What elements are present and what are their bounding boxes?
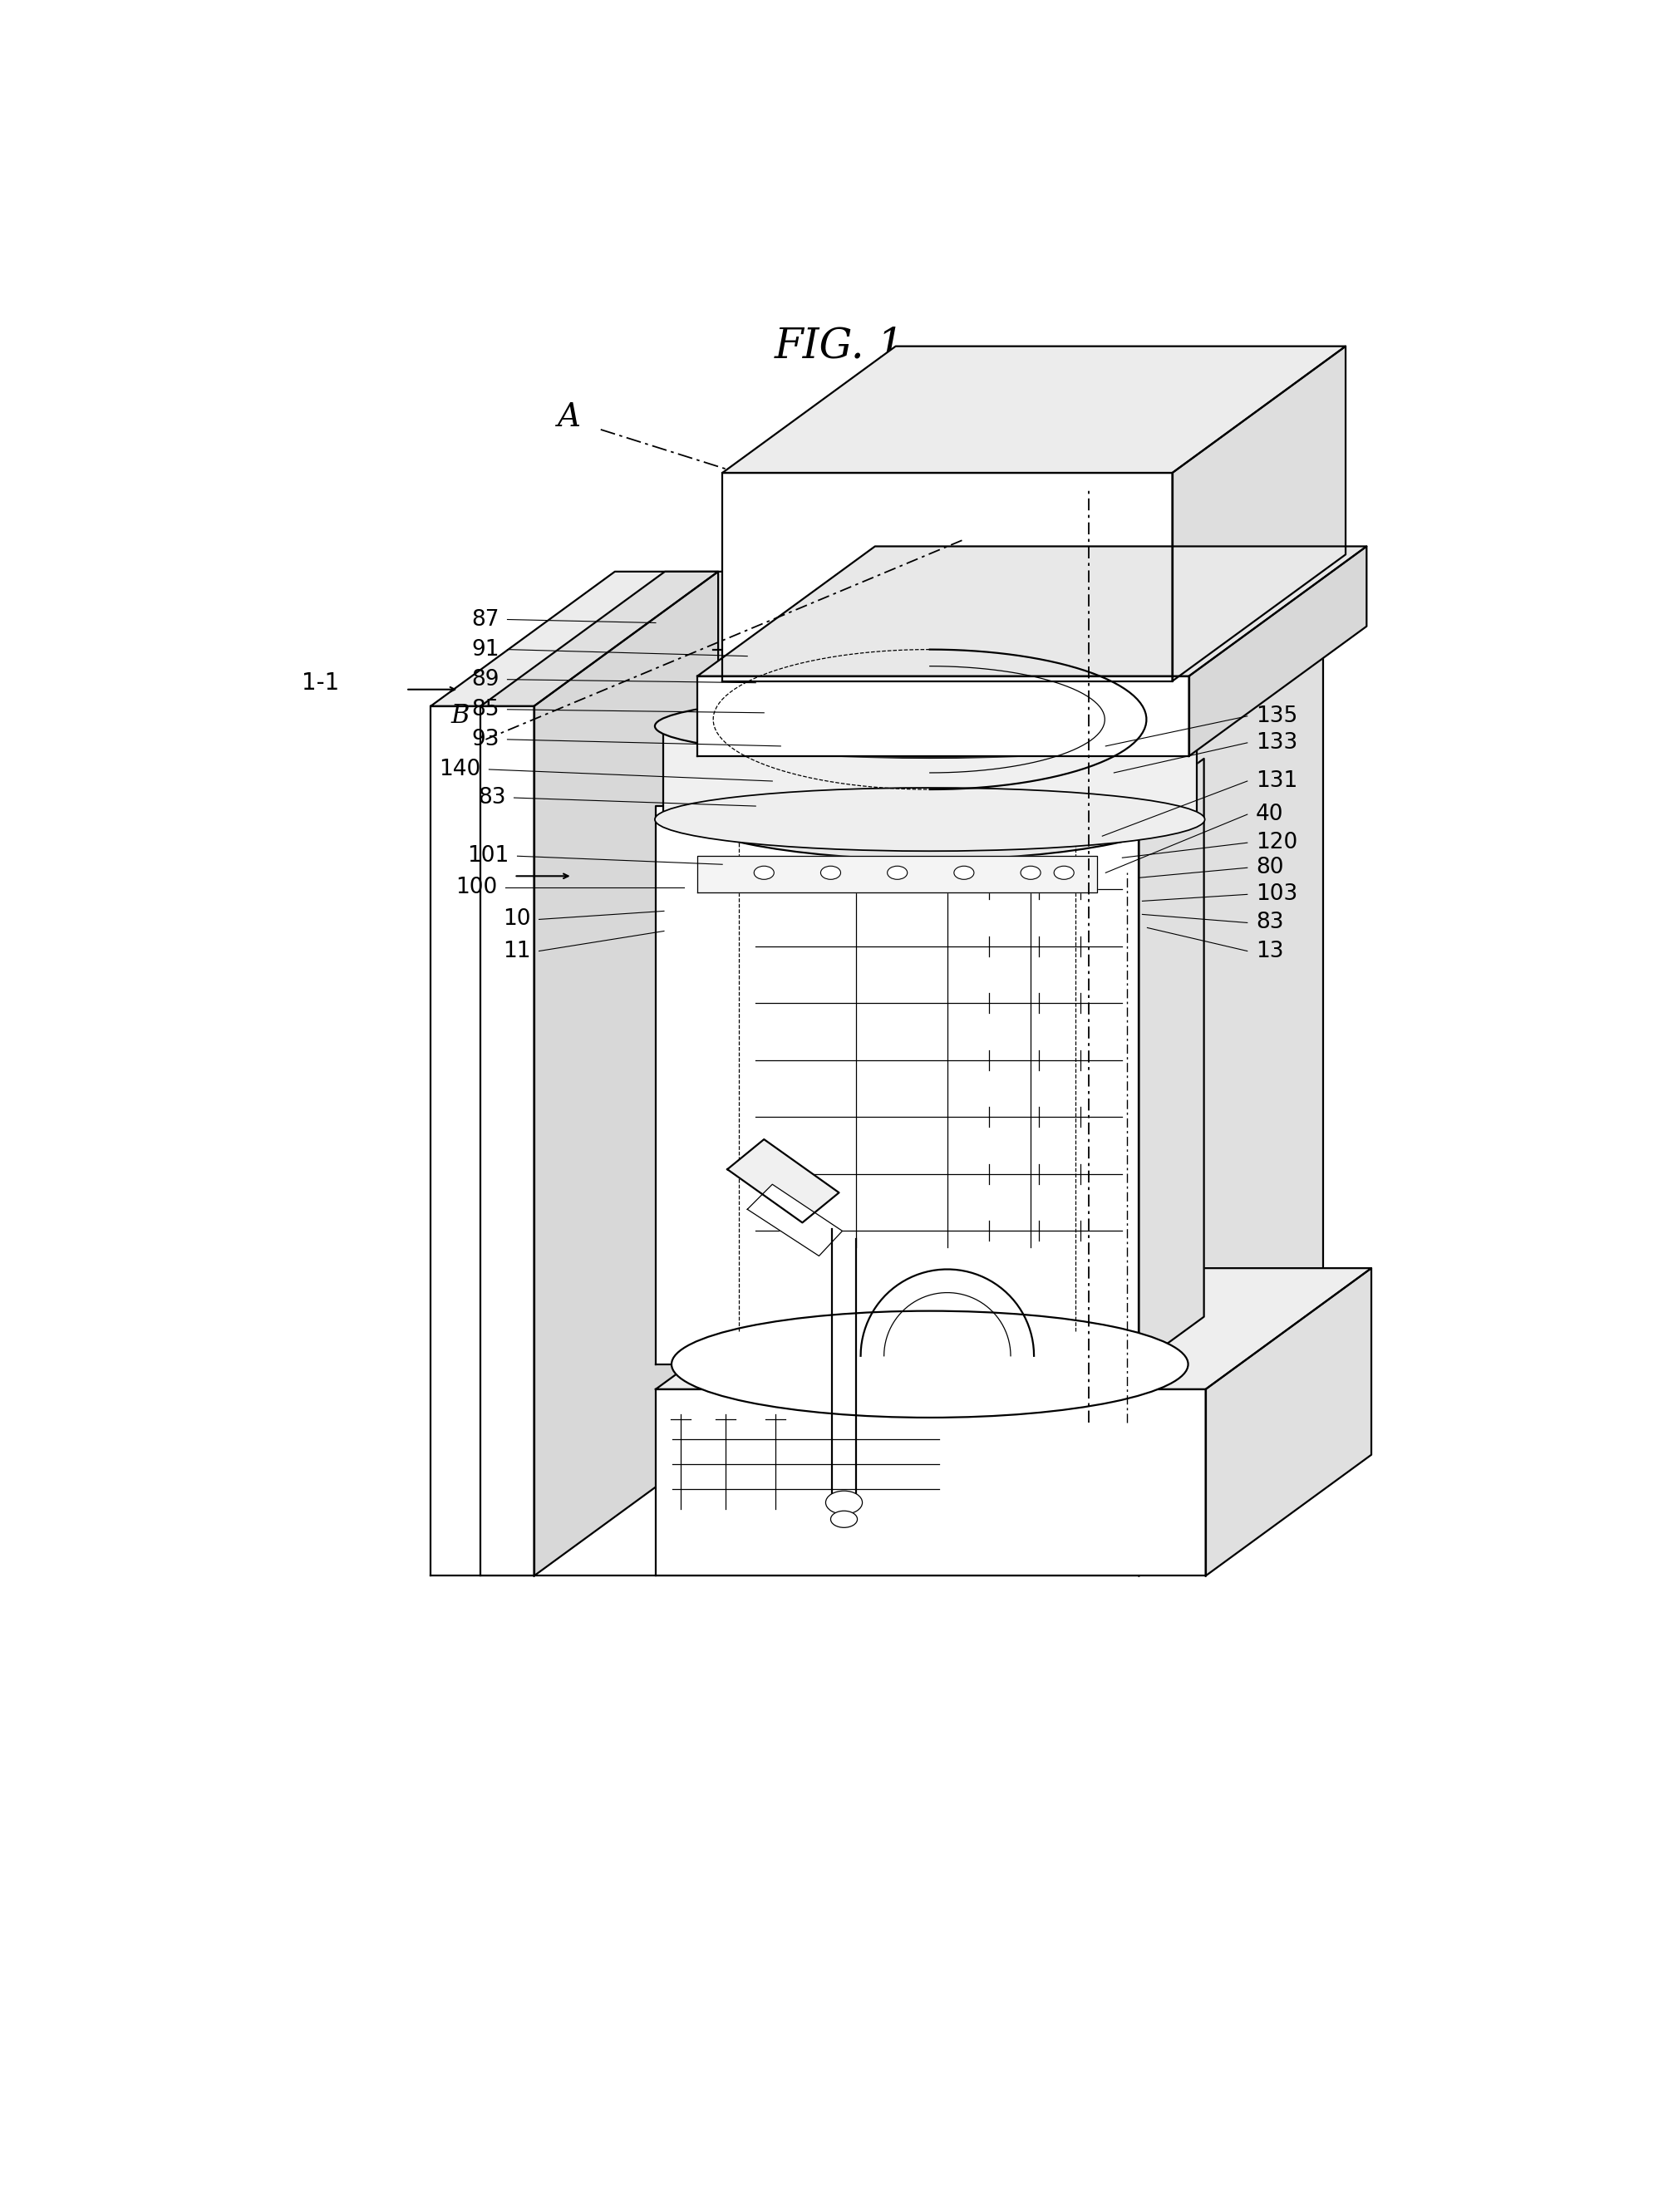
Text: 135: 135 [1255,706,1297,728]
Text: A: A [557,403,581,434]
Ellipse shape [955,867,973,880]
Text: 87: 87 [472,608,498,630]
Ellipse shape [831,1511,857,1528]
Ellipse shape [1020,867,1040,880]
Polygon shape [1173,347,1346,681]
Ellipse shape [654,695,1205,759]
Text: 133: 133 [1255,732,1297,754]
Text: 80: 80 [1255,856,1284,878]
Polygon shape [722,347,1346,473]
Text: 10: 10 [503,909,530,931]
Text: 140: 140 [440,759,480,781]
Polygon shape [698,856,1097,894]
Text: 101: 101 [466,845,508,867]
Ellipse shape [1054,867,1074,880]
Polygon shape [747,1183,842,1256]
Text: 131: 131 [1255,770,1297,792]
Polygon shape [727,1139,839,1223]
Polygon shape [1139,571,1324,1575]
Polygon shape [1190,546,1366,757]
Text: B: B [1024,403,1047,434]
Text: B: B [450,703,470,728]
Text: 1-1: 1-1 [302,670,339,695]
Polygon shape [656,1389,1205,1575]
Polygon shape [656,805,1139,1365]
Text: 83: 83 [1255,911,1284,933]
Polygon shape [1205,1267,1371,1575]
Ellipse shape [888,867,908,880]
Text: 89: 89 [472,668,498,690]
Ellipse shape [671,1312,1188,1418]
Polygon shape [722,473,1173,681]
Text: 100: 100 [456,876,497,898]
Text: 85: 85 [472,699,498,721]
Text: 93: 93 [472,728,498,750]
Polygon shape [480,571,718,706]
Ellipse shape [671,752,1188,860]
Ellipse shape [826,1491,862,1515]
Polygon shape [534,571,718,1575]
Ellipse shape [821,867,841,880]
Polygon shape [698,546,1366,677]
Polygon shape [480,706,534,1575]
Text: A: A [1186,1000,1203,1024]
Polygon shape [698,677,1190,757]
Text: 103: 103 [1255,883,1297,905]
Text: 91: 91 [472,639,498,659]
Polygon shape [1139,759,1203,1365]
Ellipse shape [753,867,774,880]
Ellipse shape [654,787,1205,852]
Text: 40: 40 [1255,803,1284,825]
Text: 11: 11 [503,940,530,962]
Polygon shape [656,1267,1371,1389]
Text: 83: 83 [478,787,505,810]
Text: 13: 13 [1255,940,1284,962]
Text: FIG. 1: FIG. 1 [774,325,904,367]
Text: 120: 120 [1255,832,1297,854]
Polygon shape [431,571,1324,706]
Polygon shape [663,726,1196,818]
Polygon shape [431,706,1139,1575]
